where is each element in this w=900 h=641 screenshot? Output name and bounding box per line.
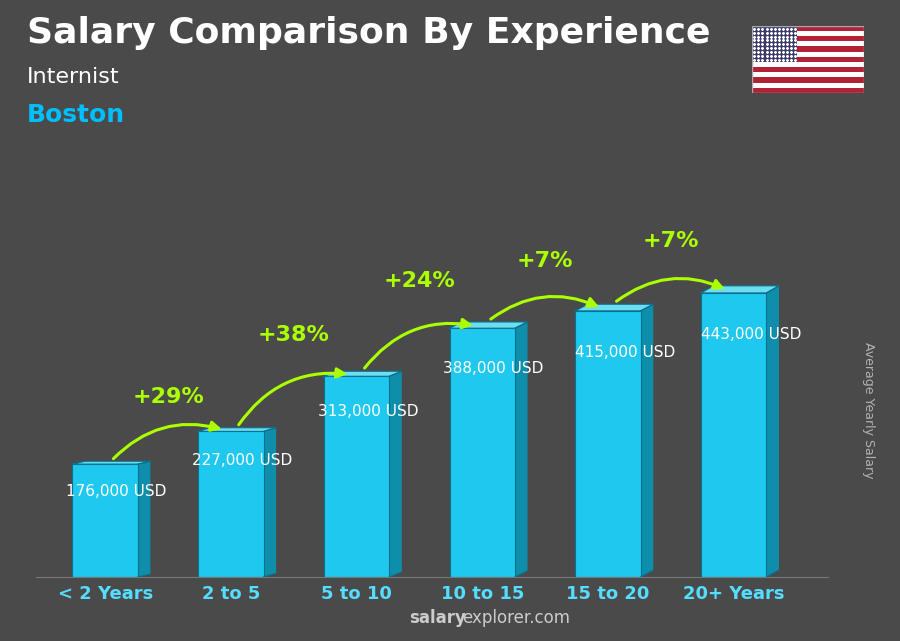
FancyBboxPatch shape — [701, 293, 767, 577]
Bar — [752, 36, 864, 41]
Polygon shape — [390, 371, 401, 577]
Bar — [752, 78, 864, 83]
Text: +7%: +7% — [517, 251, 573, 271]
Text: +7%: +7% — [643, 231, 699, 251]
Text: 443,000 USD: 443,000 USD — [701, 327, 801, 342]
Text: salary: salary — [410, 609, 466, 627]
Text: 388,000 USD: 388,000 USD — [444, 360, 544, 376]
Bar — [752, 26, 796, 62]
Polygon shape — [73, 462, 150, 464]
Bar — [752, 56, 864, 62]
Text: +24%: +24% — [383, 271, 455, 291]
Bar — [752, 72, 864, 78]
Polygon shape — [575, 304, 653, 311]
Bar — [752, 83, 864, 88]
Polygon shape — [324, 371, 401, 376]
Bar — [752, 88, 864, 93]
Text: 227,000 USD: 227,000 USD — [192, 453, 292, 468]
Polygon shape — [641, 304, 653, 577]
Polygon shape — [198, 428, 276, 431]
Text: Average Yearly Salary: Average Yearly Salary — [862, 342, 875, 478]
Polygon shape — [264, 428, 276, 577]
Polygon shape — [450, 322, 527, 328]
Polygon shape — [515, 322, 527, 577]
FancyBboxPatch shape — [450, 328, 515, 577]
FancyBboxPatch shape — [575, 311, 641, 577]
Bar — [752, 26, 864, 31]
Text: +29%: +29% — [132, 387, 204, 407]
Polygon shape — [701, 286, 779, 293]
Polygon shape — [138, 462, 150, 577]
Bar — [752, 51, 864, 56]
Text: 415,000 USD: 415,000 USD — [575, 345, 676, 360]
Text: Salary Comparison By Experience: Salary Comparison By Experience — [27, 16, 710, 50]
Text: Internist: Internist — [27, 67, 120, 87]
Bar — [752, 67, 864, 72]
Bar — [752, 41, 864, 46]
Bar — [752, 62, 864, 67]
FancyBboxPatch shape — [324, 376, 390, 577]
Text: 313,000 USD: 313,000 USD — [318, 404, 418, 419]
Bar — [752, 31, 864, 36]
Text: explorer.com: explorer.com — [462, 609, 570, 627]
Bar — [752, 46, 864, 51]
Polygon shape — [767, 286, 779, 577]
Text: +38%: +38% — [257, 325, 329, 345]
Text: 176,000 USD: 176,000 USD — [67, 485, 166, 499]
Text: Boston: Boston — [27, 103, 125, 126]
FancyBboxPatch shape — [198, 431, 264, 577]
FancyBboxPatch shape — [73, 464, 138, 577]
